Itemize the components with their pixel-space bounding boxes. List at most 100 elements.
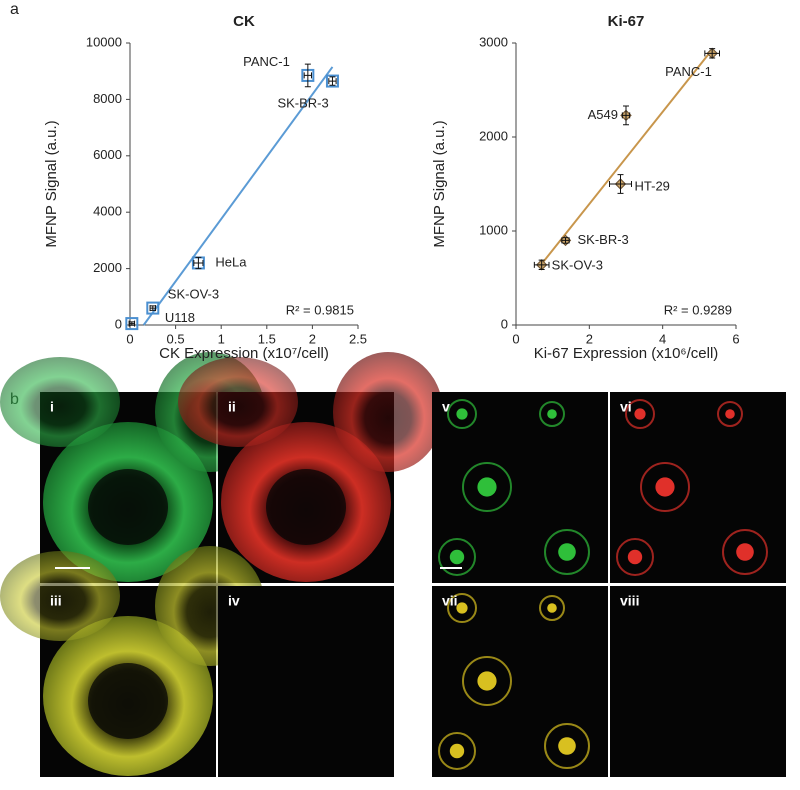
r-squared: R² = 0.9815: [286, 302, 354, 317]
cell: [616, 538, 654, 576]
data-point: [620, 105, 632, 126]
y-axis-label: MFNP Signal (a.u.): [43, 120, 60, 247]
point-label: PANC-1: [243, 54, 290, 69]
r-squared: R² = 0.9289: [664, 302, 732, 317]
y-tick-label: 0: [501, 316, 508, 331]
image-label: vii: [442, 593, 458, 609]
point-label: HT-29: [635, 178, 670, 193]
point-label: SK-OV-3: [168, 287, 219, 302]
point-label: A549: [588, 107, 618, 122]
point-label: SK-OV-3: [552, 257, 603, 272]
nucleolus: [477, 477, 497, 497]
cell: [0, 357, 120, 447]
marker: [146, 301, 160, 315]
x-tick-label: 4: [659, 331, 666, 346]
micrograph: [218, 586, 394, 777]
x-tick-label: 2.5: [349, 331, 367, 346]
y-tick-label: 3000: [479, 34, 508, 49]
nucleolus: [547, 603, 557, 613]
image-label: v: [442, 399, 450, 415]
chart-title: CK: [233, 13, 255, 30]
data-point: [559, 234, 572, 247]
cell: [722, 529, 768, 575]
point-label: U118: [165, 310, 195, 325]
nucleolus: [725, 409, 735, 419]
micrograph: [610, 586, 786, 777]
x-axis-label: CK Expression (x10⁷/cell): [159, 345, 329, 362]
x-error-bar: [704, 50, 720, 57]
y-tick-label: 2000: [93, 260, 122, 275]
y-tick-label: 0: [115, 316, 122, 331]
nucleus: [266, 469, 346, 545]
y-tick-label: 2000: [479, 128, 508, 143]
image-label: i: [50, 399, 54, 415]
image-label: iii: [50, 593, 62, 609]
cell: [0, 551, 120, 641]
y-tick-label: 6000: [93, 147, 122, 162]
nucleolus: [627, 549, 643, 565]
cell: [462, 462, 512, 512]
point-label: HeLa: [215, 254, 247, 269]
point-label: SK-BR-3: [578, 232, 629, 247]
y-tick-label: 8000: [93, 91, 122, 106]
cell: [539, 595, 565, 621]
cell: [447, 593, 477, 623]
x-tick-label: 6: [732, 331, 739, 346]
x-tick-label: 1.5: [258, 331, 276, 346]
image-label: viii: [620, 593, 639, 609]
x-error-bar: [561, 237, 570, 244]
nucleolus: [477, 671, 497, 691]
data-point: [301, 63, 315, 88]
x-tick-label: 0: [126, 331, 133, 346]
data-point: [325, 74, 339, 88]
image-label: iv: [228, 593, 240, 609]
point-label: SK-BR-3: [277, 96, 328, 111]
x-error-bar: [328, 78, 337, 85]
data-point: [125, 317, 139, 331]
chart-title: Ki-67: [608, 13, 645, 30]
nucleus: [88, 469, 168, 545]
data-point: [704, 47, 720, 60]
x-error-bar: [193, 259, 204, 266]
nucleolus: [449, 549, 465, 565]
trendline: [540, 48, 713, 265]
x-error-bar: [621, 112, 631, 119]
cell: [717, 401, 743, 427]
y-tick-label: 10000: [86, 34, 122, 49]
data-point: [146, 301, 160, 315]
micrograph: [432, 586, 608, 777]
x-error-bar: [303, 72, 312, 79]
micrograph: [432, 392, 608, 583]
cell: [438, 732, 476, 770]
cell: [625, 399, 655, 429]
x-tick-label: 0: [512, 331, 519, 346]
data-point: [609, 174, 632, 194]
nucleolus: [655, 477, 675, 497]
x-tick-label: 1: [218, 331, 225, 346]
x-error-bar: [609, 181, 632, 187]
x-error-bar: [128, 320, 136, 327]
cell: [333, 352, 443, 472]
trendline: [142, 66, 334, 326]
cell: [447, 399, 477, 429]
cell: [539, 401, 565, 427]
nucleolus: [456, 408, 468, 420]
cell: [640, 462, 690, 512]
cell: [438, 538, 476, 576]
image-label: ii: [228, 399, 236, 415]
x-tick-label: 0.5: [167, 331, 185, 346]
marker: [325, 74, 339, 88]
y-axis-label: MFNP Signal (a.u.): [431, 120, 448, 247]
marker: [125, 317, 139, 331]
cell: [544, 723, 590, 769]
micrograph: [610, 392, 786, 583]
nucleus: [88, 663, 168, 739]
x-tick-label: 2: [309, 331, 316, 346]
x-error-bar: [149, 305, 157, 312]
cell: [178, 357, 298, 447]
x-axis-label: Ki-67 Expression (x10⁶/cell): [534, 345, 719, 362]
nucleolus: [547, 409, 557, 419]
cell: [462, 656, 512, 706]
nucleolus: [558, 543, 576, 561]
